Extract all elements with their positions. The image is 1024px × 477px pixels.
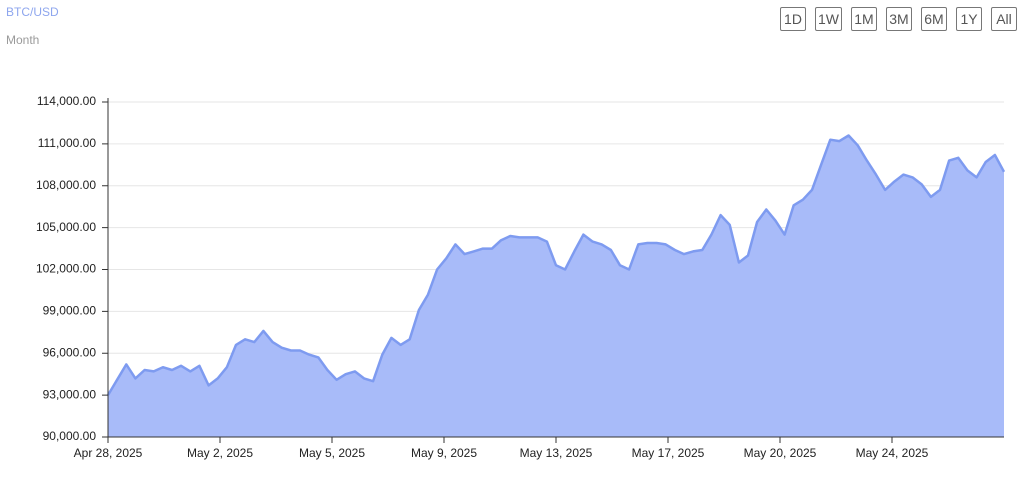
y-tick-label: 96,000.00 — [43, 345, 97, 359]
x-tick-label: May 9, 2025 — [411, 446, 477, 460]
x-tick-label: May 2, 2025 — [187, 446, 253, 460]
chart-title: BTC/USD — [6, 5, 59, 19]
y-tick-label: 102,000.00 — [36, 262, 96, 276]
y-tick-label: 111,000.00 — [38, 136, 97, 150]
x-tick-label: Apr 28, 2025 — [74, 446, 143, 460]
range-button[interactable]: 1Y — [956, 7, 982, 31]
x-tick-label: May 20, 2025 — [744, 446, 817, 460]
y-tick-label: 99,000.00 — [43, 304, 97, 318]
y-tick-label: 105,000.00 — [36, 220, 96, 234]
area — [108, 135, 1004, 437]
y-tick-label: 114,000.00 — [37, 94, 96, 108]
range-buttons: 1D 1W 1M 3M 6M 1Y All — [780, 7, 1017, 31]
price-line — [106, 134, 1006, 396]
range-button[interactable]: 1M — [851, 7, 877, 31]
x-tick-label: May 17, 2025 — [632, 446, 705, 460]
x-tick-label: May 13, 2025 — [520, 446, 593, 460]
range-button[interactable]: All — [991, 7, 1017, 31]
x-tick-label: May 5, 2025 — [299, 446, 365, 460]
range-button[interactable]: 6M — [921, 7, 947, 31]
y-tick-label: 90,000.00 — [43, 429, 97, 443]
x-tick-label: May 24, 2025 — [856, 446, 929, 460]
y-tick-label: 93,000.00 — [43, 387, 97, 401]
y-tick-label: 108,000.00 — [36, 178, 96, 192]
range-button[interactable]: 1W — [815, 7, 842, 31]
chart-subtitle: Month — [6, 33, 40, 47]
range-button[interactable]: 1D — [780, 7, 806, 31]
range-button[interactable]: 3M — [886, 7, 912, 31]
